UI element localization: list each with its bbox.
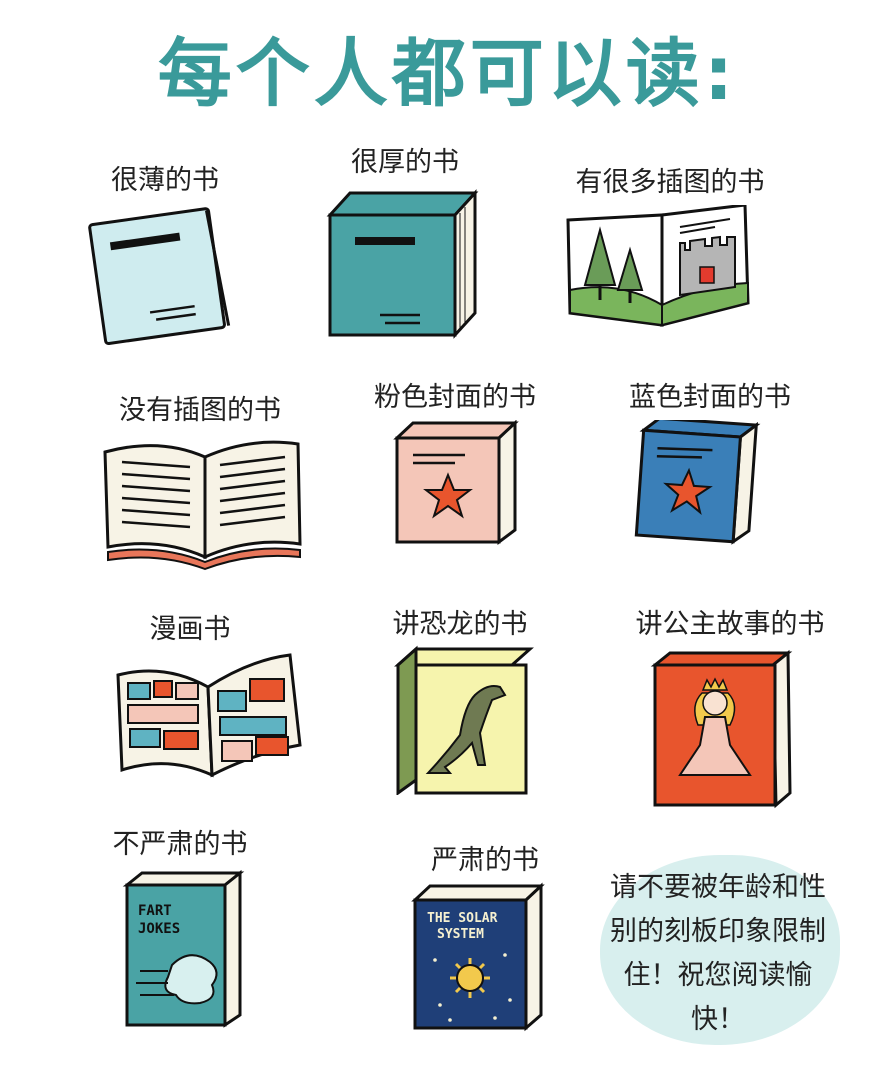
blue-book-icon	[634, 420, 761, 545]
note-background	[600, 855, 840, 1045]
book-item-text-only: 没有插图的书	[60, 380, 340, 610]
book-item-illustrated: 有很多插图的书	[530, 150, 810, 380]
book-label: 漫画书	[149, 614, 231, 645]
book-item-dinosaur: 讲恐龙的书	[320, 600, 600, 830]
page-title: 每个人都可以读:	[157, 31, 738, 117]
thick-book-icon	[326, 189, 479, 339]
book-label: 没有插图的书	[119, 395, 281, 426]
svg-text:THE SOLAR: THE SOLAR	[427, 911, 498, 926]
thin-book-icon	[88, 207, 231, 345]
book-label: 很厚的书	[351, 147, 459, 178]
book-item-blue: 蓝色封面的书	[570, 375, 850, 605]
book-label: 蓝色封面的书	[629, 382, 791, 413]
serious-book-icon: THE SOLAR SYSTEM	[411, 882, 545, 1032]
dinosaur-book-icon	[394, 645, 534, 795]
illustrated-book-icon	[566, 205, 750, 327]
comic-book-icon	[116, 653, 302, 778]
book-item-pink: 粉色封面的书	[315, 375, 595, 605]
book-label: 粉色封面的书	[374, 382, 536, 413]
book-label: 讲恐龙的书	[392, 609, 528, 640]
text-only-book-icon	[103, 440, 302, 571]
book-item-serious: 严肃的书 THE SOLAR SYSTEM	[345, 838, 625, 1068]
book-label: 严肃的书	[431, 845, 539, 876]
princess-book-icon	[650, 649, 793, 809]
svg-text:JOKES: JOKES	[138, 921, 180, 937]
svg-text:SYSTEM: SYSTEM	[437, 927, 484, 942]
book-label: 很薄的书	[111, 165, 219, 196]
funny-book-icon: FART JOKES	[122, 869, 245, 1028]
book-label: 讲公主故事的书	[635, 609, 825, 640]
pink-book-icon	[393, 420, 519, 545]
book-item-thick: 很厚的书	[265, 140, 545, 370]
svg-text:FART: FART	[138, 903, 172, 919]
closing-note: 请不要被年龄和性别的刻板印象限制住！祝您阅读愉快！	[610, 872, 826, 1035]
book-item-thin: 很薄的书	[25, 150, 305, 380]
book-label: 有很多插图的书	[575, 167, 765, 198]
book-item-princess: 讲公主故事的书	[590, 600, 870, 830]
book-label: 不严肃的书	[112, 829, 248, 860]
book-item-funny: 不严肃的书 FART JOKES	[40, 822, 320, 1052]
book-item-comic: 漫画书	[50, 605, 330, 835]
